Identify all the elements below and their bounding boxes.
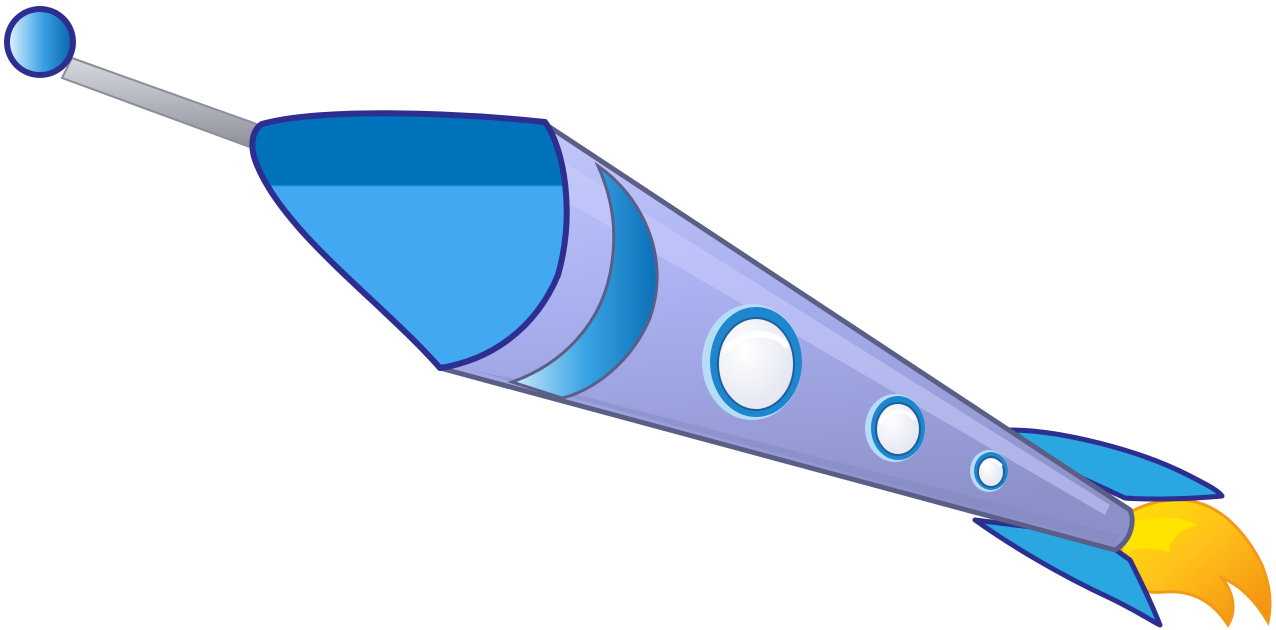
window-large bbox=[702, 304, 802, 420]
body-band bbox=[507, 161, 659, 400]
window-medium bbox=[865, 394, 925, 462]
window-small bbox=[970, 450, 1008, 492]
antenna-ball bbox=[10, 12, 70, 72]
flame bbox=[1116, 498, 1272, 628]
antenna bbox=[4, 6, 264, 152]
rocket-fins bbox=[972, 427, 1225, 628]
nose-cone bbox=[249, 110, 570, 371]
